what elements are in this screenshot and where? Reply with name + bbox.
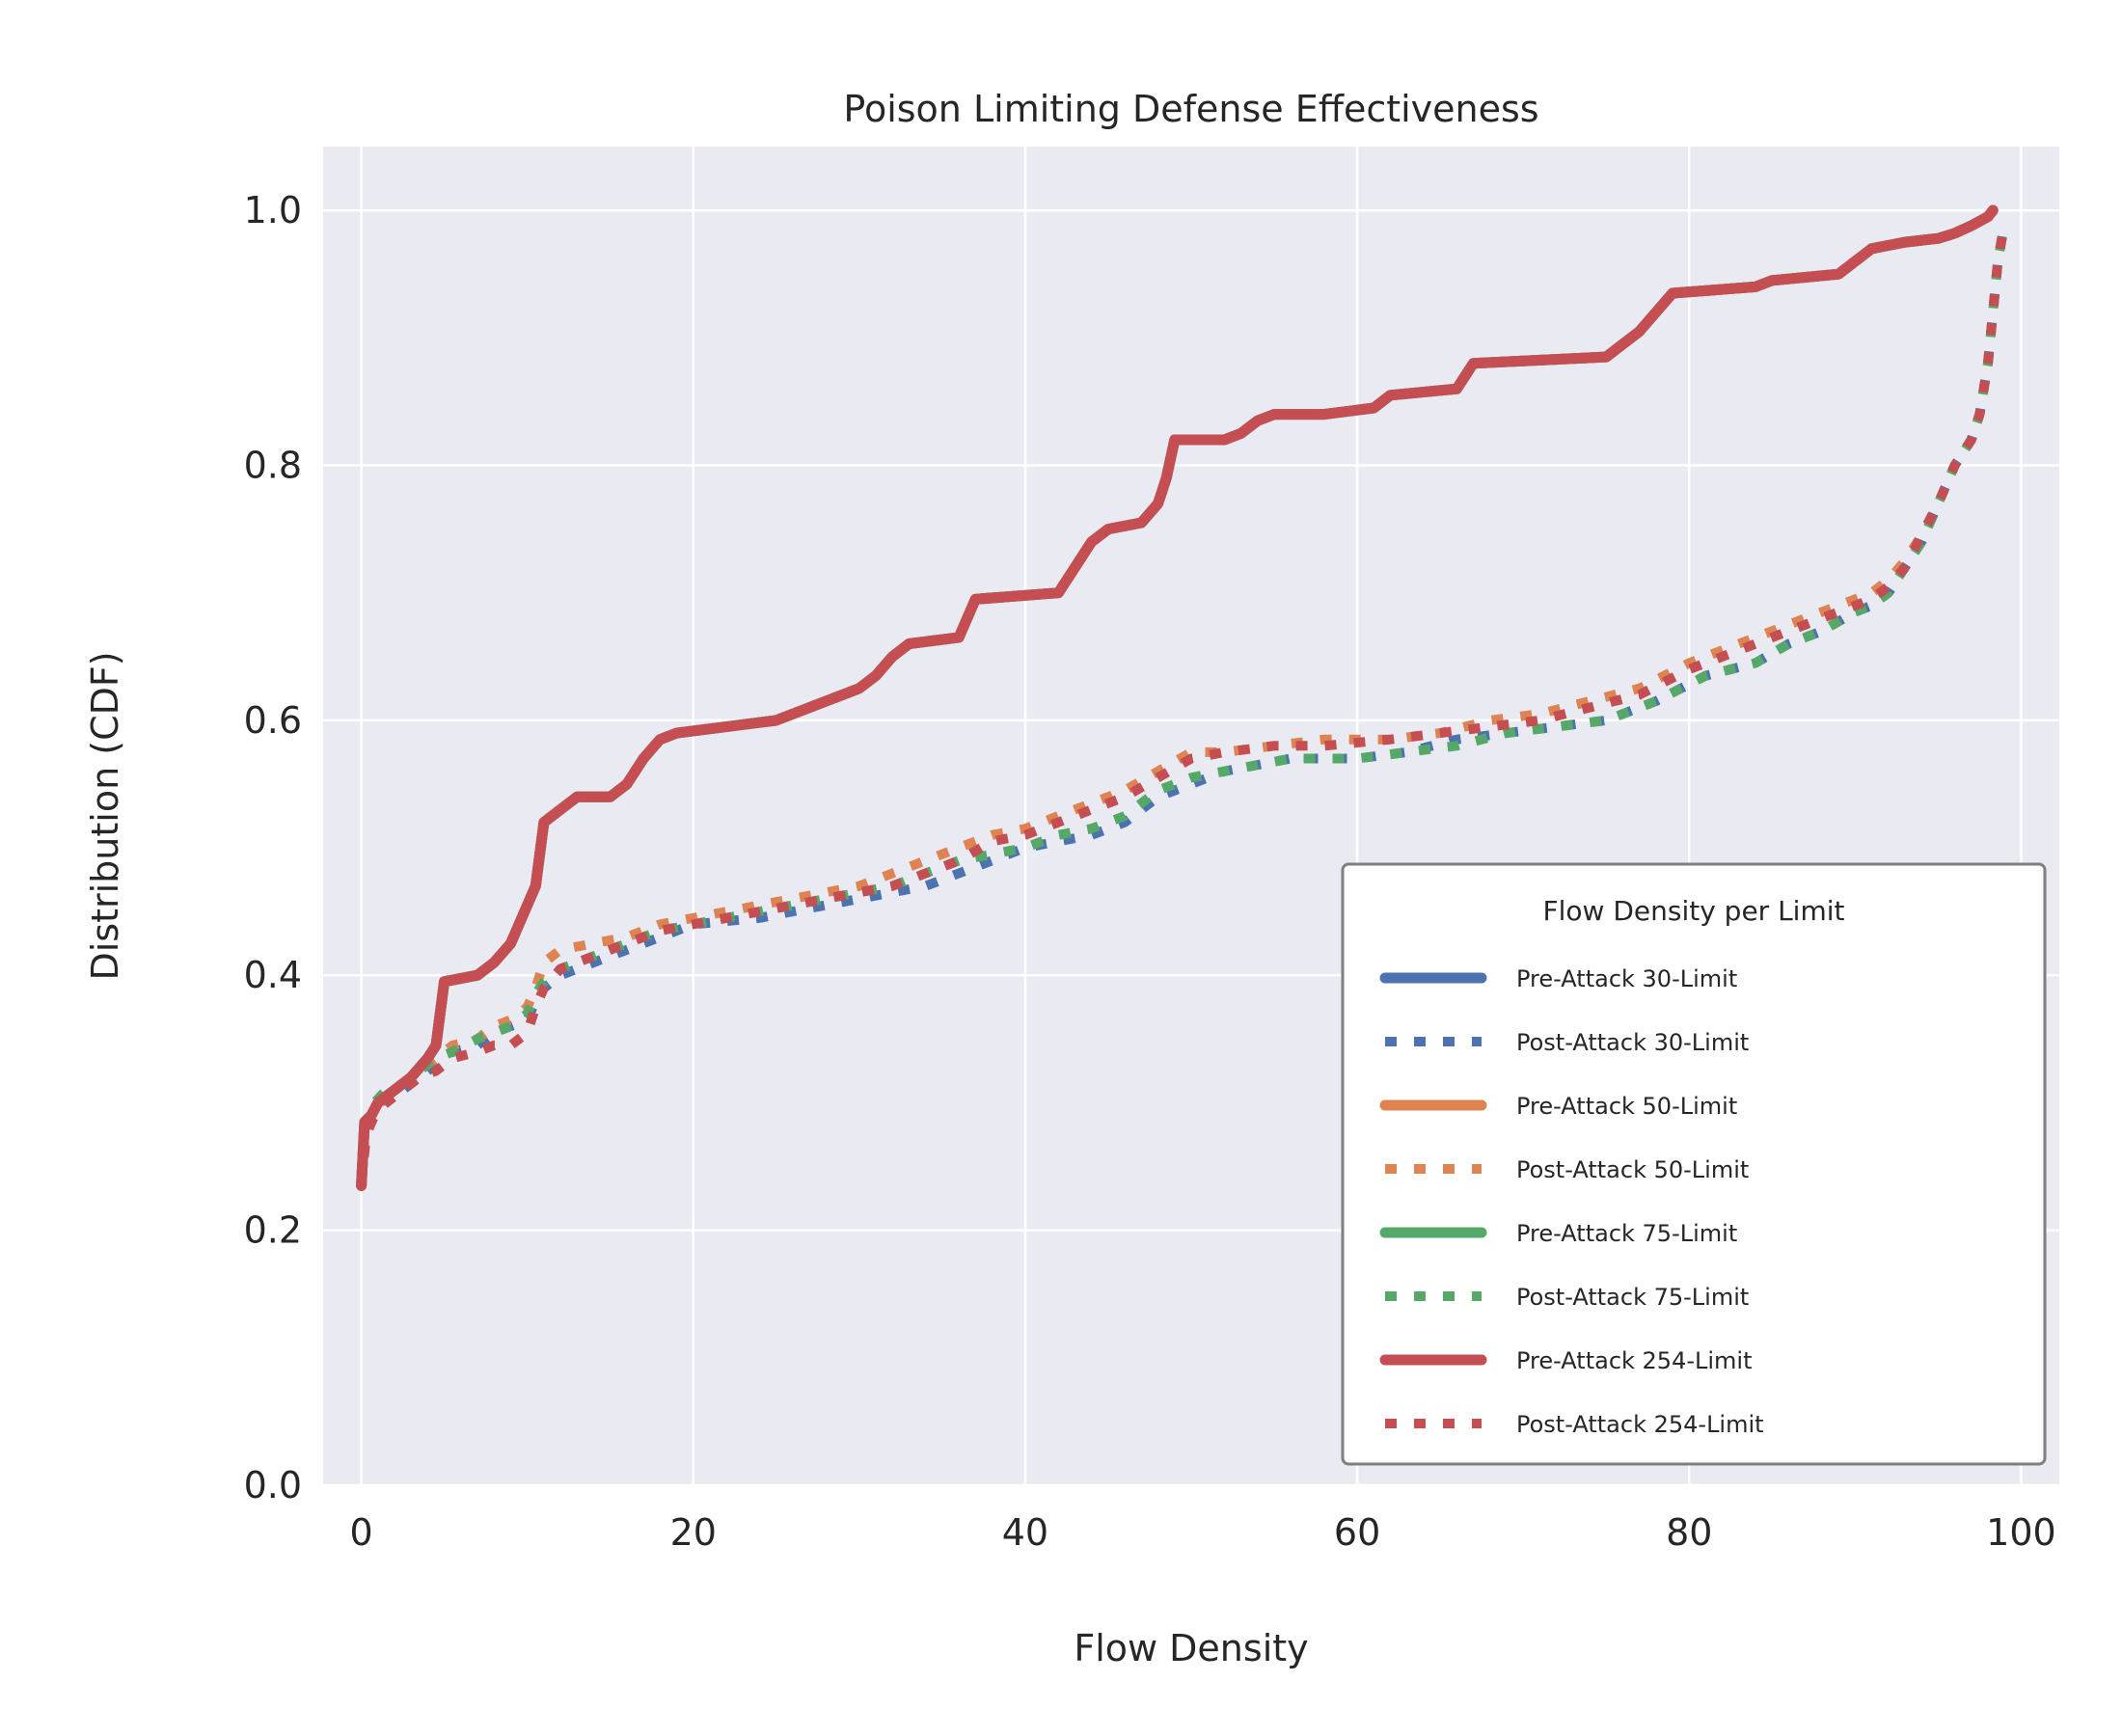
y-tick-label: 0.2 xyxy=(244,1209,302,1252)
x-axis-label: Flow Density xyxy=(1074,1627,1308,1669)
y-tick-label: 0.6 xyxy=(244,699,302,742)
x-tick-label: 0 xyxy=(349,1511,372,1554)
y-tick-label: 0.0 xyxy=(244,1464,302,1506)
legend-label-pre-attack-75-limit: Pre-Attack 75-Limit xyxy=(1516,1220,1737,1247)
legend-label-pre-attack-254-limit: Pre-Attack 254-Limit xyxy=(1516,1347,1753,1374)
x-tick-label: 60 xyxy=(1334,1511,1380,1554)
legend-label-post-attack-75-limit: Post-Attack 75-Limit xyxy=(1516,1284,1749,1311)
y-tick-label: 1.0 xyxy=(244,189,302,231)
legend-items: Pre-Attack 30-Limit Post-Attack 30-Limit P… xyxy=(1379,965,1764,1438)
y-tick-label: 0.4 xyxy=(244,954,302,996)
x-tick-label: 100 xyxy=(1986,1511,2056,1554)
legend-label-post-attack-50-limit: Post-Attack 50-Limit xyxy=(1516,1156,1749,1183)
series-line-post-attack-75-limit xyxy=(356,222,2010,1186)
legend-label-pre-attack-30-limit: Pre-Attack 30-Limit xyxy=(1516,965,1737,992)
legend-title: Flow Density per Limit xyxy=(1543,895,1845,927)
x-tick-label: 40 xyxy=(1002,1511,1048,1554)
legend-label-pre-attack-50-limit: Pre-Attack 50-Limit xyxy=(1516,1093,1737,1120)
legend-label-post-attack-254-limit: Post-Attack 254-Limit xyxy=(1516,1411,1764,1438)
series-line-post-attack-50-limit xyxy=(356,222,2010,1186)
chart-title: Poison Limiting Defense Effectiveness xyxy=(843,88,1538,130)
tick-labels: 0 20 40 60 80 100 0.0 0.2 0.4 0.6 0.8 1.0 xyxy=(244,189,2056,1554)
x-tick-label: 80 xyxy=(1666,1511,1712,1554)
legend-box xyxy=(1341,862,2047,1466)
series-layer xyxy=(356,204,2010,1191)
legend: Flow Density per Limit Pre-Attack 30-Lim… xyxy=(1341,862,2047,1466)
x-tick-label: 20 xyxy=(670,1511,717,1554)
series-line-pre-attack-254-limit xyxy=(356,204,1999,1191)
y-axis-label: Distribution (CDF) xyxy=(84,651,126,980)
legend-label-post-attack-30-limit: Post-Attack 30-Limit xyxy=(1516,1029,1749,1056)
y-tick-label: 0.8 xyxy=(244,444,302,486)
